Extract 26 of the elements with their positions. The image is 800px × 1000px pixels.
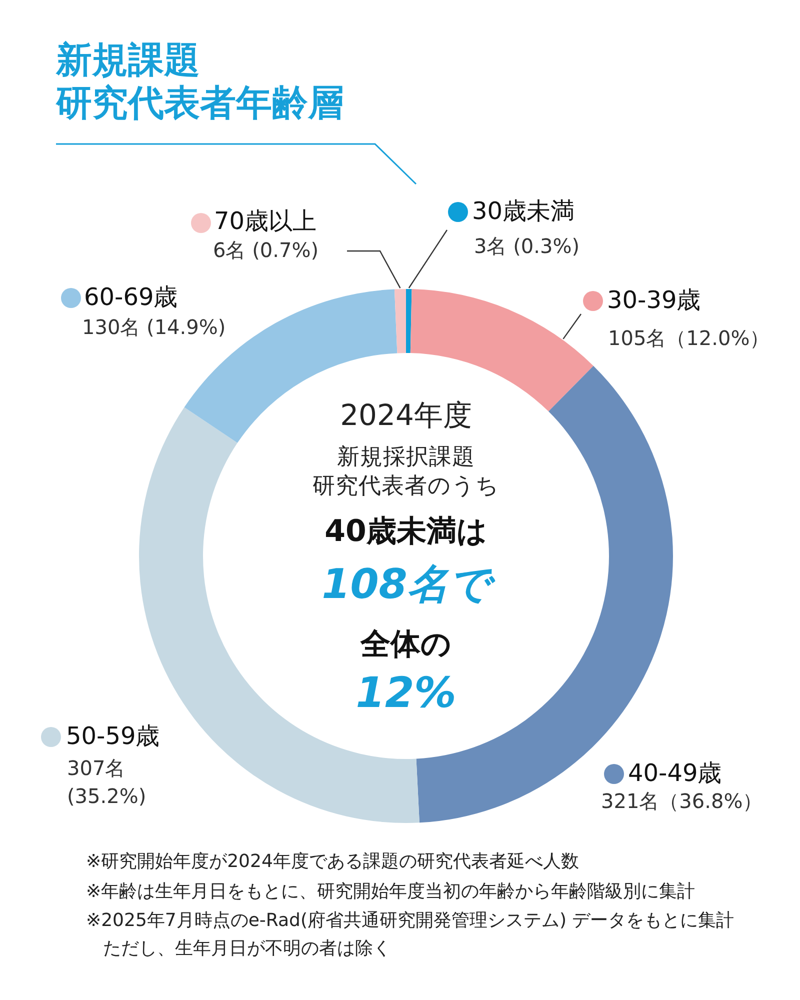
text: 全体の xyxy=(360,627,452,662)
chart-title: 新規課題研究代表者年齢層 xyxy=(55,40,344,124)
text: 40歳未満は xyxy=(324,514,488,549)
legend-label: 30-39歳 xyxy=(607,286,701,314)
legend-label: 40-49歳 xyxy=(628,759,722,787)
text: 12% xyxy=(356,668,456,717)
donut-slice xyxy=(406,289,412,354)
text: ※年齢は生年月日をもとに、研究開始年度当初の年齢から年齢階級別に集計 xyxy=(86,881,696,902)
data-label: 130名 (14.9%) xyxy=(82,315,226,339)
legend-label: 30歳未満 xyxy=(472,197,575,225)
legend-label: 50-59歳 xyxy=(66,722,160,750)
data-label: 3名 (0.3%) xyxy=(474,234,580,258)
data-label: 6名 (0.7%) xyxy=(213,238,318,262)
legend-label: 60-69歳 xyxy=(84,283,178,311)
data-label: 307名 (35.2%) xyxy=(67,756,146,808)
legend-label: 70歳以上 xyxy=(214,207,317,235)
data-label: 105名（12.0%） xyxy=(608,326,770,350)
data-label: 321名（36.8%） xyxy=(601,789,763,813)
donut-slice xyxy=(394,289,406,354)
text: ※2025年7月時点のe-Rad(府省共通研究開発管理システム) データをもとに集計 xyxy=(86,910,734,931)
text: 新規採択課題 xyxy=(337,444,475,470)
text: ただし、生年月日が不明の者は除く xyxy=(103,938,391,959)
text: 2024年度 xyxy=(340,398,472,432)
text: ※研究開始年度が2024年度である課題の研究代表者延べ人数 xyxy=(86,851,579,872)
text: 研究代表者のうち xyxy=(312,473,500,499)
text: 108名で xyxy=(322,560,496,608)
